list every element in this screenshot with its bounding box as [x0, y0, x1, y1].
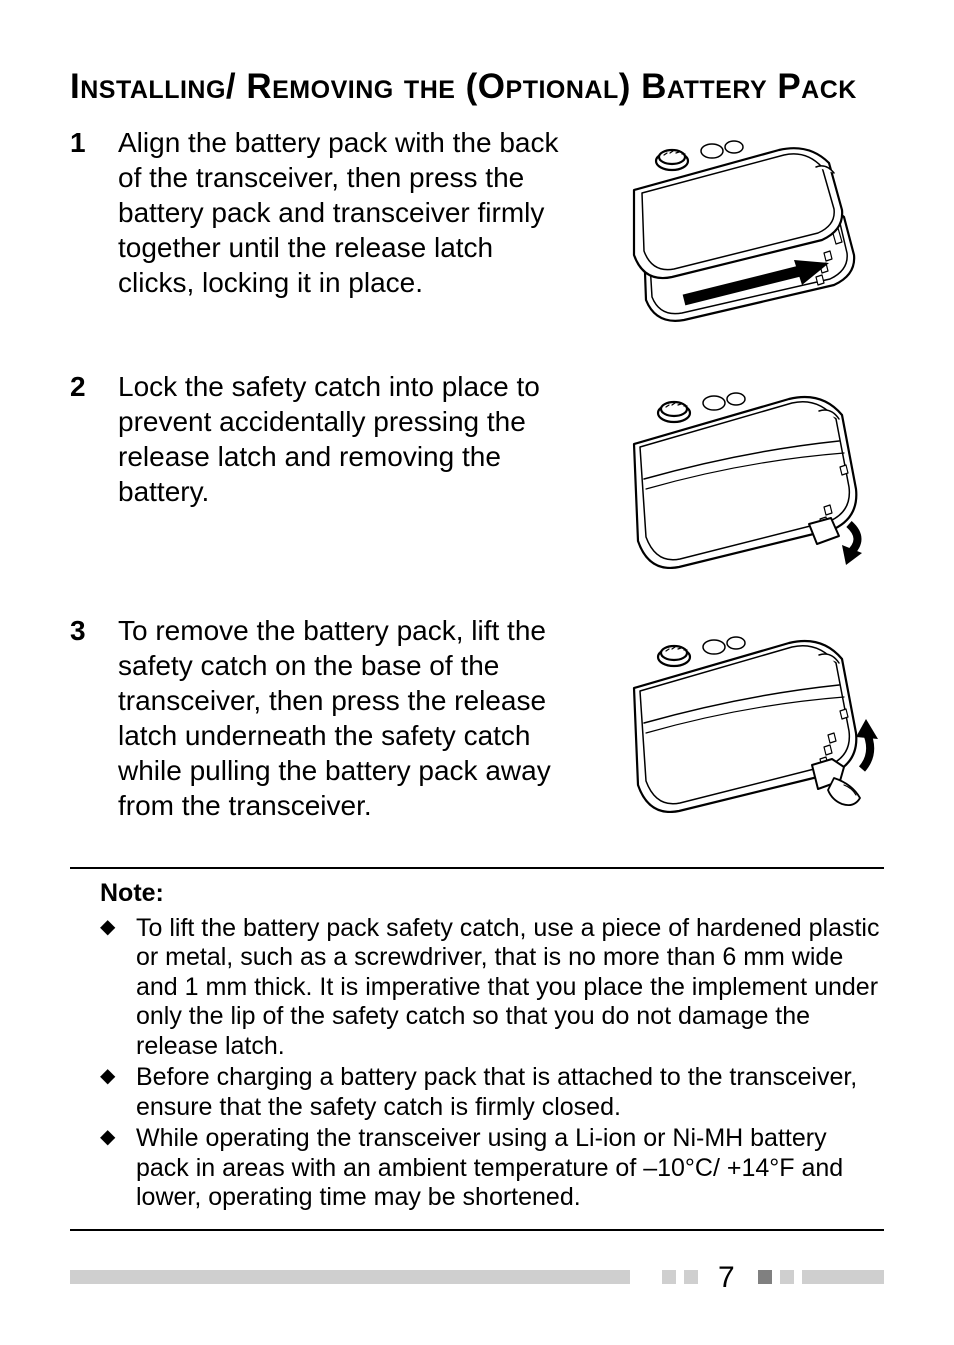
- step-number: 1: [70, 125, 118, 160]
- page-number: 7: [718, 1261, 735, 1295]
- diagram-svg: [594, 613, 884, 813]
- note-item: To lift the battery pack safety catch, u…: [100, 914, 884, 1062]
- note-list: To lift the battery pack safety catch, u…: [70, 914, 884, 1213]
- diagram-svg: [594, 369, 884, 569]
- step-text: To remove the battery pack, lift the saf…: [118, 613, 594, 823]
- footer-square: [780, 1270, 794, 1284]
- step-text: Align the battery pack with the back of …: [118, 125, 594, 300]
- note-item: Before charging a battery pack that is a…: [100, 1063, 884, 1122]
- note-item: While operating the transceiver using a …: [100, 1124, 884, 1213]
- manual-page: Installing/ Removing the (Optional) Batt…: [0, 0, 954, 1345]
- page-footer: 7: [0, 1265, 954, 1289]
- step-text: Lock the safety catch into place to prev…: [118, 369, 594, 509]
- step-3: 3 To remove the battery pack, lift the s…: [70, 613, 884, 823]
- footer-bar-left: [70, 1270, 630, 1284]
- section-title: Installing/ Removing the (Optional) Batt…: [70, 68, 884, 107]
- transceiver-diagram-1: [594, 125, 884, 325]
- steps-list: 1 Align the battery pack with the back o…: [70, 125, 884, 823]
- step-number: 3: [70, 613, 118, 648]
- transceiver-diagram-3: [594, 613, 884, 813]
- step-2: 2 Lock the safety catch into place to pr…: [70, 369, 884, 569]
- step-number: 2: [70, 369, 118, 404]
- step-1: 1 Align the battery pack with the back o…: [70, 125, 884, 325]
- note-label: Note:: [100, 879, 884, 908]
- diagram-svg: [594, 125, 884, 325]
- footer-bar-right: [802, 1270, 884, 1284]
- note-block: Note: To lift the battery pack safety ca…: [70, 867, 884, 1231]
- footer-square: [684, 1270, 698, 1284]
- transceiver-diagram-2: [594, 369, 884, 569]
- footer-square-dark: [758, 1270, 772, 1284]
- footer-square: [662, 1270, 676, 1284]
